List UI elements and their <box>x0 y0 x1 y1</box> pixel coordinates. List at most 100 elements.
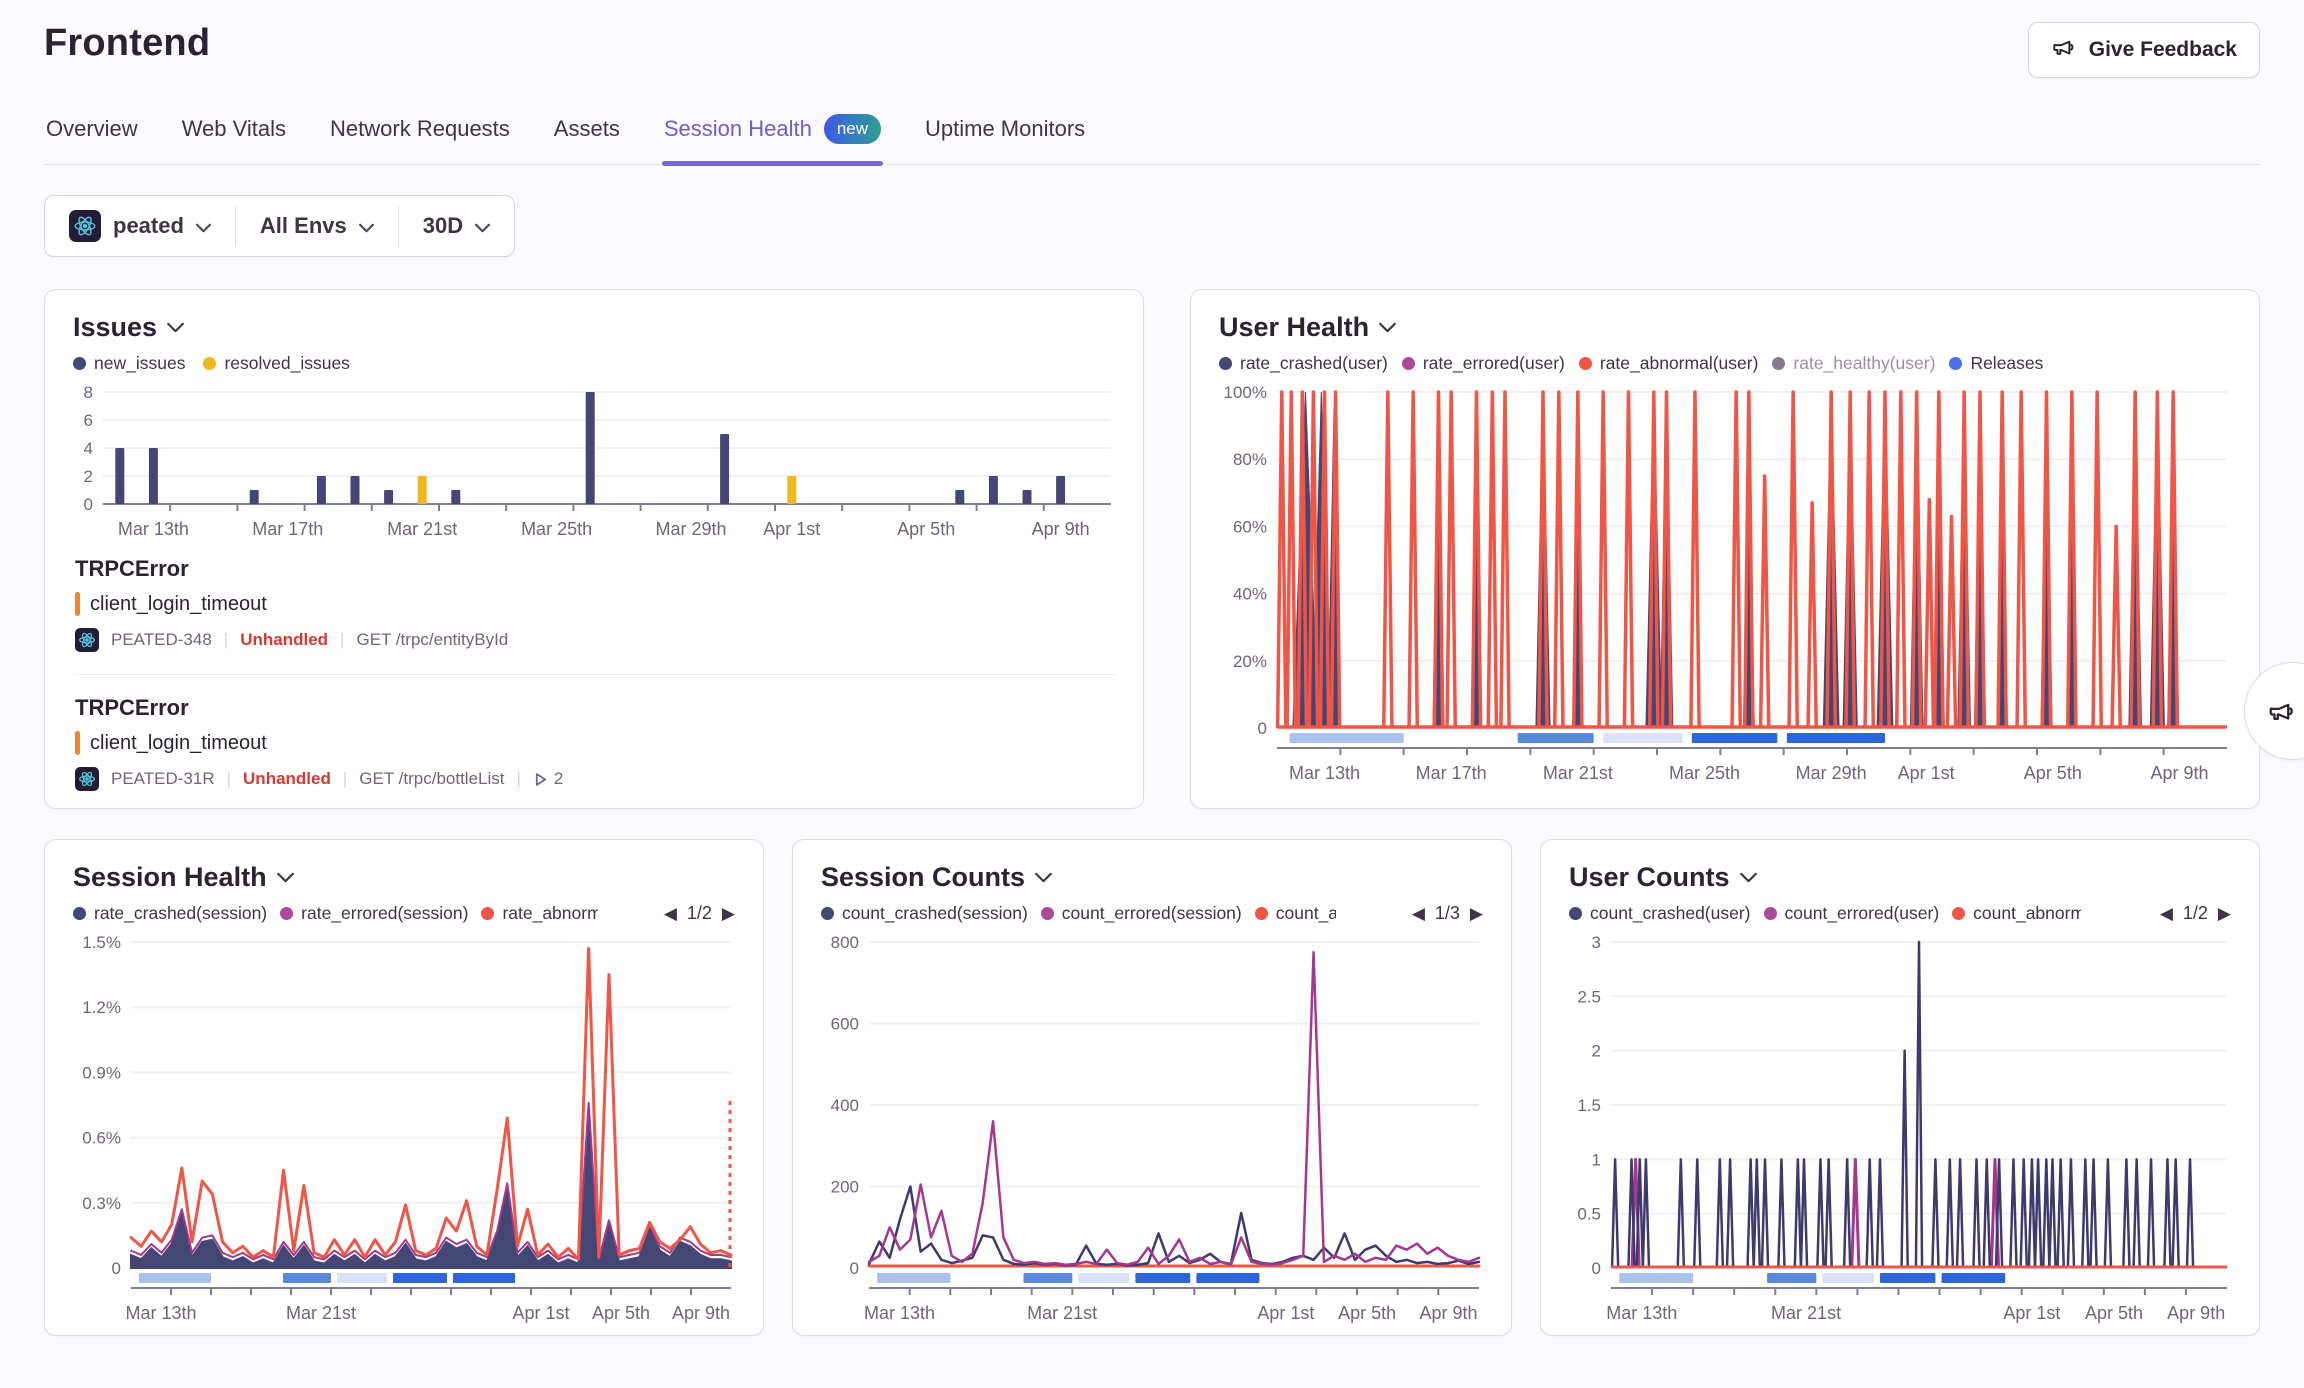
legend-pager: ◀ 1/3 ▶ <box>1412 903 1483 924</box>
pager-prev-button[interactable]: ◀ <box>1411 903 1425 923</box>
legend-item-rate-abnormal-user[interactable]: rate_abnormal(user) <box>1578 353 1758 374</box>
issues-list: TRPCError client_login_timeout PEATED-34… <box>73 540 1115 808</box>
svg-text:Apr 1st: Apr 1st <box>1257 1303 1314 1323</box>
legend-item-count-abnormal-session[interactable]: count_abnormal(session) <box>1254 903 1336 924</box>
issue-message: client_login_timeout <box>90 731 267 754</box>
svg-text:Apr 9th: Apr 9th <box>1032 519 1090 539</box>
chevron-down-icon <box>1379 322 1396 333</box>
issues-title-dropdown[interactable]: Issues <box>73 312 1115 343</box>
legend-item-count-crashed-session[interactable]: count_crashed(session) <box>821 903 1028 924</box>
project-filter[interactable]: peated <box>45 196 235 256</box>
user-health-panel-title: User Health <box>1219 312 1370 342</box>
svg-text:80%: 80% <box>1233 450 1267 469</box>
session-health-title-dropdown[interactable]: Session Health <box>73 862 735 893</box>
pager-next-button[interactable]: ▶ <box>1469 903 1483 923</box>
issue-title-link[interactable]: TRPCError <box>75 695 189 720</box>
legend-item-rate-crashed-user[interactable]: rate_crashed(user) <box>1219 353 1388 374</box>
legend-dot <box>73 907 86 920</box>
user-health-panel: User Health rate_crashed(user) rate_erro… <box>1190 289 2260 809</box>
tab-uptime-monitors[interactable]: Uptime Monitors <box>925 116 1086 141</box>
filter-divider <box>234 206 236 246</box>
svg-text:Mar 25th: Mar 25th <box>1669 763 1740 783</box>
issue-short-id: PEATED-31R <box>111 769 215 788</box>
legend-dot <box>1219 357 1232 370</box>
chevron-down-icon <box>276 872 294 883</box>
filter-bar: peated All Envs 30D <box>44 195 516 257</box>
svg-text:3: 3 <box>1592 933 1601 952</box>
session-counts-panel: Session Counts count_crashed(session) co… <box>792 839 1512 1336</box>
legend-item-count-errored-session[interactable]: count_errored(session) <box>1040 903 1242 924</box>
legend-dot <box>481 907 495 920</box>
legend-item-count-abnormal-user[interactable]: count_abnormal(user) <box>1952 903 2081 924</box>
legend-item-rate-errored-session[interactable]: rate_errored(session) <box>280 903 468 924</box>
legend-item-releases[interactable]: Releases <box>1949 353 2043 374</box>
legend-pager: ◀ 1/2 ▶ <box>2160 903 2231 924</box>
tab-overview[interactable]: Overview <box>46 116 138 141</box>
issue-transaction: GET /trpc/entityById <box>356 630 509 649</box>
svg-text:4: 4 <box>84 439 93 458</box>
svg-text:Apr 1st: Apr 1st <box>763 519 820 539</box>
legend-dot <box>73 357 86 370</box>
svg-text:Apr 9th: Apr 9th <box>2167 1303 2225 1323</box>
legend-pager: ◀ 1/2 ▶ <box>664 903 735 924</box>
legend-item-rate-abnormal-session[interactable]: rate_abnormal(session) <box>481 903 598 924</box>
megaphone-icon <box>2051 34 2077 66</box>
session-health-legend: rate_crashed(session) rate_errored(sessi… <box>73 903 735 924</box>
tab-network-requests[interactable]: Network Requests <box>330 116 510 141</box>
user-counts-title-dropdown[interactable]: User Counts <box>1569 862 2231 893</box>
legend-dot <box>821 907 834 920</box>
svg-text:Mar 21st: Mar 21st <box>387 519 457 539</box>
pager-prev-button[interactable]: ◀ <box>2159 903 2173 923</box>
tab-web-vitals[interactable]: Web Vitals <box>181 116 287 141</box>
svg-text:6: 6 <box>84 411 93 430</box>
tab-bar: Overview Web Vitals Network Requests Ass… <box>44 104 2260 166</box>
legend-item-rate-errored-user[interactable]: rate_errored(user) <box>1401 353 1565 374</box>
svg-text:Mar 21st: Mar 21st <box>1027 1303 1097 1323</box>
session-health-chart[interactable]: 0 0.3% 0.6% 0.9% 1.2% 1.5% Mar 13th Mar 21st Apr… <box>73 932 737 1324</box>
legend-dot <box>1401 357 1415 370</box>
user-counts-panel: User Counts count_crashed(user) count_er… <box>1540 839 2260 1336</box>
tab-assets[interactable]: Assets <box>553 116 620 141</box>
svg-text:2: 2 <box>1592 1042 1601 1061</box>
legend-item-new-issues[interactable]: new_issues <box>73 353 185 374</box>
react-project-icon <box>75 628 99 652</box>
page-header: Frontend Give Feedback <box>44 0 2260 78</box>
svg-text:200: 200 <box>831 1178 859 1197</box>
session-counts-chart[interactable]: 0 200 400 600 800 Mar 13th Mar 21st Apr 1st Apr … <box>821 932 1485 1324</box>
tab-session-health[interactable]: Session Health new <box>661 104 884 166</box>
date-range-filter[interactable]: 30D <box>399 196 514 256</box>
pager-prev-button[interactable]: ◀ <box>663 903 677 923</box>
play-icon <box>535 772 547 786</box>
legend-item-count-errored-user[interactable]: count_errored(user) <box>1763 903 1939 924</box>
legend-dot <box>203 357 217 370</box>
chevron-down-icon <box>195 213 211 239</box>
svg-text:600: 600 <box>831 1015 859 1034</box>
session-counts-title-dropdown[interactable]: Session Counts <box>821 862 1483 893</box>
user-health-chart[interactable]: 0 20% 40% 60% 80% 100% Mar 13th Mar 17th Mar 21s… <box>1219 382 2233 784</box>
give-feedback-button[interactable]: Give Feedback <box>2027 22 2260 78</box>
issue-title-link[interactable]: TRPCError <box>75 556 189 581</box>
session-counts-legend: count_crashed(session) count_errored(ses… <box>821 903 1483 924</box>
filter-divider <box>397 206 399 246</box>
issues-bar-chart[interactable]: 0 2 4 6 8 Mar 13th Mar 17th Mar 21st Mar 25th Mar… <box>73 382 1117 540</box>
pager-next-button[interactable]: ▶ <box>721 903 735 923</box>
user-health-title-dropdown[interactable]: User Health <box>1219 312 2231 343</box>
environment-filter[interactable]: All Envs <box>236 196 398 256</box>
svg-text:Apr 5th: Apr 5th <box>592 1303 650 1323</box>
svg-text:0: 0 <box>112 1259 121 1278</box>
legend-item-rate-crashed-session[interactable]: rate_crashed(session) <box>73 903 267 924</box>
user-counts-legend: count_crashed(user) count_errored(user) … <box>1569 903 2231 924</box>
top-panel-row: Issues new_issues resolved_issues 0 2 4 6 8 M… <box>44 289 2260 809</box>
svg-text:0: 0 <box>84 495 93 514</box>
legend-item-count-crashed-user[interactable]: count_crashed(user) <box>1569 903 1751 924</box>
legend-item-rate-healthy-user[interactable]: rate_healthy(user) <box>1772 353 1935 374</box>
svg-text:Apr 5th: Apr 5th <box>2024 763 2082 783</box>
legend-dot <box>1772 357 1786 370</box>
legend-item-resolved-issues[interactable]: resolved_issues <box>203 353 350 374</box>
legend-dot <box>1763 907 1777 920</box>
issues-legend: new_issues resolved_issues <box>73 353 1115 374</box>
pager-next-button[interactable]: ▶ <box>2217 903 2231 923</box>
user-counts-chart[interactable]: 0 0.5 1 1.5 2 2.5 3 Mar 13th Mar 21st Apr 1st Apr … <box>1569 932 2233 1324</box>
svg-text:0.3%: 0.3% <box>82 1194 121 1213</box>
